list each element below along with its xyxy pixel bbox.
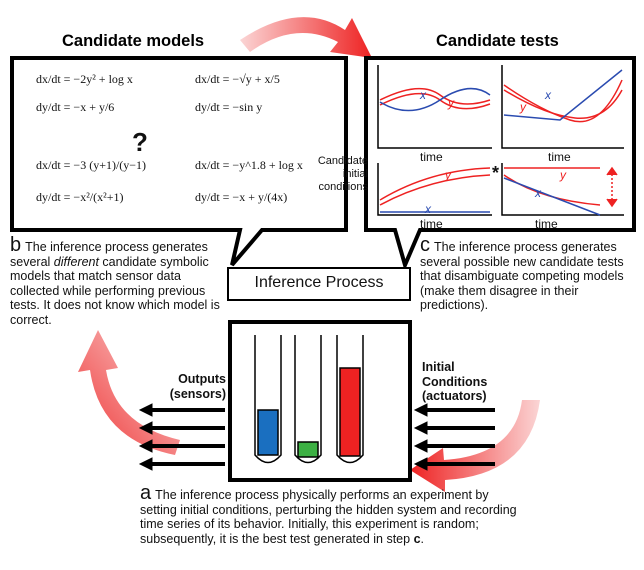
arrow-top [240, 17, 372, 58]
model-equation: dy/dt = −x²/(x²+1) [36, 190, 124, 205]
x-label: x [535, 186, 541, 201]
x-label: x [425, 202, 431, 217]
model-equation: dy/dt = −x + y/(4x) [195, 190, 287, 205]
time-label: time [548, 150, 571, 165]
tests-bubble [366, 58, 634, 265]
step-text: The inference process generates several … [420, 240, 624, 312]
model-equation: dy/dt = −x + y/6 [36, 100, 114, 115]
model-equation: dx/dt = −√y + x/5 [195, 72, 280, 87]
test-tubes [255, 335, 363, 463]
model-equation: dx/dt = −3 (y+1)/(y−1) [36, 158, 146, 173]
model-equation: dy/dt = −sin y [195, 100, 262, 115]
time-label: time [420, 150, 443, 165]
tests-title: Candidate tests [436, 32, 559, 51]
outputs-label: Outputs (sensors) [160, 372, 226, 401]
question-mark: ? [132, 128, 148, 156]
model-equation: dx/dt = −2y² + log x [36, 72, 133, 87]
figure: Candidate models Candidate tests dx/dt =… [0, 0, 644, 570]
step-letter: b [10, 234, 21, 256]
inference-label: Inference Process [228, 276, 410, 291]
y-label: y [560, 168, 566, 183]
model-equation: dx/dt = −y^1.8 + log x [195, 158, 303, 173]
y-label: y [520, 100, 526, 115]
models-title: Candidate models [62, 32, 204, 51]
step-text: . [421, 532, 424, 546]
step-text: The inference process physically perform… [140, 488, 517, 546]
star: * [492, 166, 499, 181]
emphasis: c [414, 532, 421, 546]
inputs-label: Initial Conditions (actuators) [422, 360, 512, 404]
time-label: time [535, 217, 558, 232]
time-label: time [420, 217, 443, 232]
x-label: x [545, 88, 551, 103]
step-letter: a [140, 482, 151, 504]
y-label: y [445, 168, 451, 183]
step-letter: c [420, 234, 430, 256]
initial-conditions-label: Candidate initial conditions [300, 155, 368, 194]
emphasis: different [54, 255, 99, 269]
y-label: y [448, 96, 454, 111]
x-label: x [420, 88, 426, 103]
